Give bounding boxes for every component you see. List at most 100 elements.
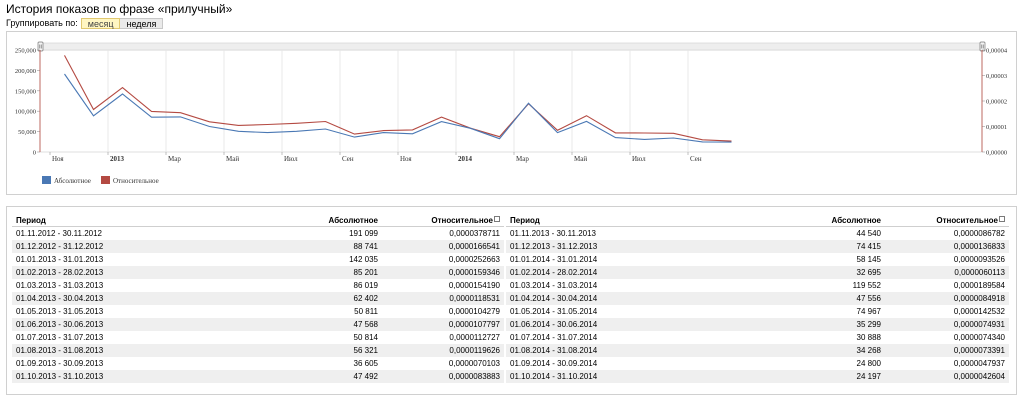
table-row: 01.06.2013 - 30.06.2013 47 568 0,000010779… (12, 318, 504, 331)
legend-swatch-relative (101, 176, 110, 184)
export-icon[interactable] (494, 216, 500, 223)
series-line-relative (64, 55, 732, 142)
chart-plot-area (39, 49, 983, 153)
absolute-cell: 34 268 (720, 344, 885, 357)
absolute-cell: 44 540 (856, 229, 881, 238)
x-tick-label: Ноя (400, 155, 412, 163)
x-tick-label: Сен (690, 155, 702, 163)
x-tick-label: 2013 (110, 155, 125, 163)
page-title: История показов по фразе «прилучный» (6, 2, 233, 16)
y-right-tick-label: 0,00004 (986, 48, 1008, 55)
period-cell: 01.11.2012 - 30.11.2012 (16, 229, 102, 238)
y-right-tick-label: 0,00002 (986, 99, 1007, 106)
export-icon[interactable] (999, 216, 1005, 223)
period-cell: 01.07.2014 - 31.07.2014 (510, 333, 598, 342)
relative-cell: 0,0000107797 (382, 318, 504, 331)
table-row: 01.01.2014 - 31.01.2014 58 145 0,000009352… (506, 253, 1009, 266)
table-row: 01.03.2013 - 31.03.2013 86 019 0,000015419… (12, 279, 504, 292)
absolute-cell: 56 321 (222, 344, 382, 357)
absolute-cell: 47 568 (222, 318, 382, 331)
table-header-row: Период Абсолютное Относительное (506, 214, 1009, 227)
table-row: 01.05.2014 - 31.05.2014 74 967 0,000014253… (506, 305, 1009, 318)
absolute-cell: 24 197 (720, 370, 885, 383)
navigator-handle-left[interactable] (37, 41, 44, 52)
absolute-cell: 30 888 (856, 333, 881, 342)
relative-cell: 0,0000084918 (885, 292, 1009, 305)
table-row: 01.01.2013 - 31.01.2013 142 035 0,00002526… (12, 253, 504, 266)
relative-cell: 0,0000118531 (382, 292, 504, 305)
absolute-cell: 74 967 (856, 307, 881, 316)
table-row: 01.11.2012 - 30.11.2012 191 099 0,00003787… (12, 227, 504, 241)
table-row: 01.06.2014 - 30.06.2014 35 299 0,000007493… (506, 318, 1009, 331)
legend: Абсолютное Относительное (42, 176, 159, 185)
absolute-cell: 47 492 (222, 370, 382, 383)
period-cell: 01.05.2013 - 31.05.2013 (16, 307, 104, 316)
absolute-cell: 62 402 (222, 292, 382, 305)
table-row: 01.11.2013 - 30.11.2013 44 540 0,000008678… (506, 227, 1009, 241)
table-row: 01.07.2014 - 31.07.2014 30 888 0,000007434… (506, 331, 1009, 344)
absolute-cell: 142 035 (349, 255, 378, 264)
table-row: 01.04.2013 - 30.04.2013 62 402 0,000011853… (12, 292, 504, 305)
relative-cell: 0,0000142532 (953, 307, 1005, 316)
legend-label-relative: Относительное (113, 177, 159, 185)
period-cell: 01.01.2013 - 31.01.2013 (16, 255, 104, 264)
relative-cell: 0,0000166541 (382, 240, 504, 253)
column-header-relative[interactable]: Относительное (885, 214, 1009, 227)
period-cell: 01.07.2013 - 31.07.2013 (16, 333, 104, 342)
relative-cell: 0,0000093526 (953, 255, 1005, 264)
absolute-cell: 86 019 (353, 281, 378, 290)
group-by-week-button[interactable]: неделя (120, 17, 164, 29)
table-row: 01.12.2013 - 31.12.2013 74 415 0,000013683… (506, 240, 1009, 253)
period-cell: 01.02.2014 - 28.02.2014 (506, 266, 720, 279)
relative-cell: 0,0000136833 (885, 240, 1009, 253)
table-row: 01.07.2013 - 31.07.2013 50 814 0,000011272… (12, 331, 504, 344)
navigator-handle-right[interactable] (979, 41, 986, 52)
y-right-tick-label: 0,00001 (986, 124, 1007, 131)
chart-panel: Ноя 2013 Мар Май Июл Сен Ноя 2014 Мар Май Июл Сен 0 5… (6, 31, 1017, 195)
column-header-period[interactable]: Период (506, 214, 720, 227)
relative-cell: 0,0000086782 (953, 229, 1005, 238)
column-header-period[interactable]: Период (12, 214, 222, 227)
x-tick-label: Май (226, 155, 239, 163)
absolute-cell: 36 605 (353, 359, 378, 368)
period-cell: 01.06.2013 - 30.06.2013 (12, 318, 222, 331)
relative-cell: 0,0000378711 (449, 229, 500, 238)
column-header-relative-label: Относительное (936, 215, 998, 225)
absolute-cell: 47 556 (720, 292, 885, 305)
relative-cell: 0,0000104279 (448, 307, 500, 316)
absolute-cell: 74 415 (720, 240, 885, 253)
absolute-cell: 24 800 (856, 359, 881, 368)
table-header-row: Период Абсолютное Относительное (12, 214, 504, 227)
relative-cell: 0,0000047937 (953, 359, 1005, 368)
y-left-tick-label: 200,000 (15, 68, 36, 75)
legend-swatch-absolute (42, 176, 51, 184)
grouping-label: Группировать по: (6, 18, 78, 28)
data-table-left: Период Абсолютное Относительное 01.11.20… (12, 214, 504, 383)
relative-cell: 0,0000042604 (885, 370, 1009, 383)
y-left-tick-label: 150,000 (15, 88, 36, 95)
absolute-cell: 50 811 (354, 307, 378, 316)
x-tick-label: 2014 (458, 155, 473, 163)
group-by-month-button[interactable]: месяц (80, 17, 121, 29)
chart-lines (64, 55, 732, 143)
relative-cell: 0,0000073391 (885, 344, 1009, 357)
period-cell: 01.06.2014 - 30.06.2014 (506, 318, 720, 331)
table-body-right: 01.11.2013 - 30.11.2013 44 540 0,000008678… (506, 227, 1009, 383)
y-left-tick-label: 50,000 (18, 129, 36, 136)
absolute-cell: 85 201 (222, 266, 382, 279)
table-row: 01.09.2013 - 30.09.2013 36 605 0,000007010… (12, 357, 504, 370)
absolute-cell: 88 741 (222, 240, 382, 253)
table-row: 01.04.2014 - 30.04.2014 47 556 0,000008491… (506, 292, 1009, 305)
relative-cell: 0,0000112727 (449, 333, 500, 342)
period-cell: 01.04.2014 - 30.04.2014 (506, 292, 720, 305)
table-row: 01.10.2014 - 31.10.2014 24 197 0,000004260… (506, 370, 1009, 383)
table-row: 01.02.2014 - 28.02.2014 32 695 0,000006011… (506, 266, 1009, 279)
column-header-relative[interactable]: Относительное (382, 214, 504, 227)
column-header-absolute[interactable]: Абсолютное (222, 214, 382, 227)
absolute-cell: 58 145 (856, 255, 881, 264)
column-header-absolute[interactable]: Абсолютное (720, 214, 885, 227)
absolute-cell: 35 299 (720, 318, 885, 331)
data-table-panel: Период Абсолютное Относительное 01.11.20… (6, 206, 1017, 395)
period-cell: 01.08.2014 - 31.08.2014 (506, 344, 720, 357)
relative-cell: 0,0000154190 (448, 281, 500, 290)
